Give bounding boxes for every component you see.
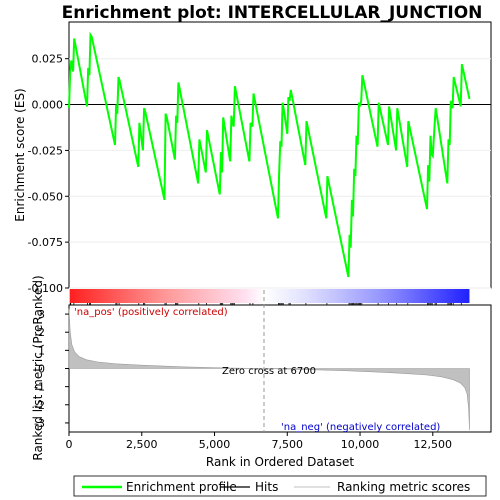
metric-xtick-label: 5,000 xyxy=(199,438,231,451)
ranking-metric-area xyxy=(68,308,470,431)
metric-ytick-label: 2 xyxy=(38,326,45,339)
metric-xtick-label: 2,500 xyxy=(126,438,158,451)
neg-label: 'na_neg' (negatively correlated) xyxy=(281,422,440,433)
metric-ytick-label: -1 xyxy=(34,381,45,394)
metric-xtick-label: 10,000 xyxy=(341,438,380,451)
chart-title: Enrichment plot: INTERCELLULAR_JUNCTION xyxy=(62,3,483,23)
metric-ytick-label: -3 xyxy=(34,417,45,430)
metric-ylabel: Ranked list metric (PreRanked) xyxy=(31,275,45,460)
metric-xtick-label: 7,500 xyxy=(272,438,304,451)
legend-label: Enrichment profile xyxy=(126,480,237,494)
es-ytick-label: 0.000 xyxy=(32,99,64,112)
es-ytick-label: -0.100 xyxy=(28,282,63,295)
metric-ytick-label: 3 xyxy=(38,308,45,321)
es-ytick-label: 0.025 xyxy=(32,53,64,66)
es-ytick-label: -0.075 xyxy=(28,236,63,249)
pos-label: 'na_pos' (positively correlated) xyxy=(74,307,228,318)
legend-label: Hits xyxy=(255,480,278,494)
metric-ytick-label: 0 xyxy=(38,363,45,376)
es-ytick-label: -0.025 xyxy=(28,144,63,157)
es-ytick-label: -0.050 xyxy=(28,190,63,203)
metric-ytick-label: 1 xyxy=(38,344,45,357)
enrichment-profile-line xyxy=(68,31,471,278)
metric-xtick-label: 12,500 xyxy=(414,438,453,451)
legend-box xyxy=(73,475,487,497)
zero-cross-label: Zero cross at 6700 xyxy=(222,366,316,377)
correlation-color-band xyxy=(70,289,470,303)
metric-xtick-label: 0 xyxy=(66,438,73,451)
metric-xlabel: Rank in Ordered Dataset xyxy=(206,455,354,469)
es-ylabel: Enrichment score (ES) xyxy=(13,88,27,221)
legend-label: Ranking metric scores xyxy=(337,480,470,494)
metric-ytick-label: -2 xyxy=(34,399,45,412)
